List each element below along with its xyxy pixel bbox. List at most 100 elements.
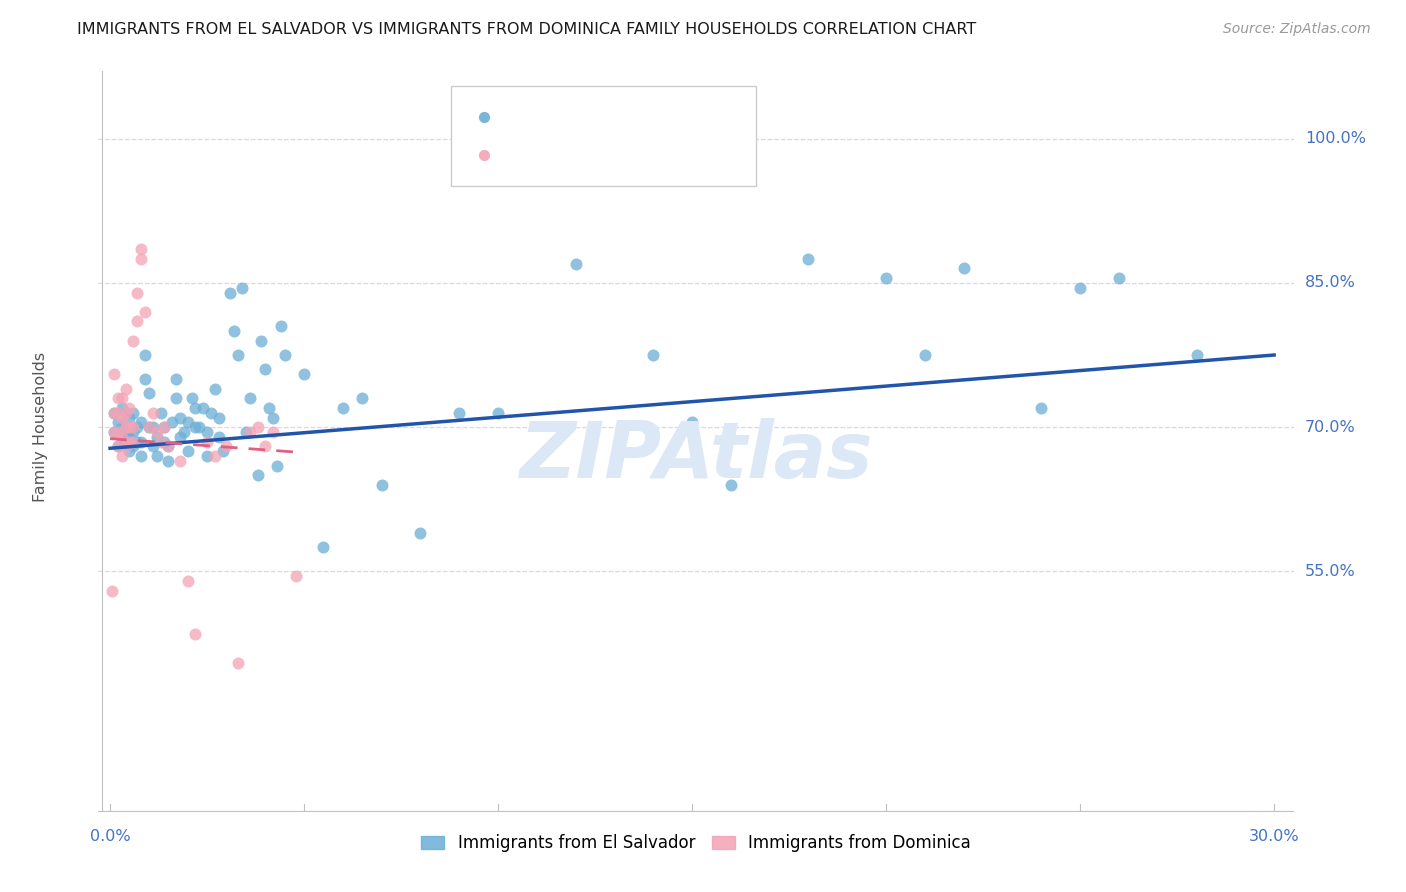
Point bbox=[184, 401, 207, 415]
Point bbox=[142, 439, 165, 453]
Point bbox=[129, 242, 152, 256]
Point bbox=[564, 257, 586, 271]
Point bbox=[118, 430, 141, 444]
Point bbox=[111, 430, 134, 444]
Point bbox=[176, 574, 198, 588]
Point bbox=[107, 439, 129, 453]
Point bbox=[118, 444, 141, 458]
Point bbox=[149, 406, 172, 420]
Point bbox=[153, 434, 176, 449]
Point bbox=[1069, 281, 1091, 295]
Point bbox=[165, 372, 187, 386]
Text: 100.0%: 100.0% bbox=[1305, 131, 1367, 146]
Point bbox=[114, 425, 136, 439]
Point bbox=[254, 439, 277, 453]
Point bbox=[153, 420, 176, 434]
Point bbox=[239, 391, 262, 405]
Point bbox=[114, 434, 136, 449]
Point bbox=[449, 406, 471, 420]
Point bbox=[118, 401, 141, 415]
Point bbox=[114, 420, 136, 434]
Text: 30.0%: 30.0% bbox=[1249, 829, 1299, 844]
Point bbox=[250, 334, 273, 348]
Point bbox=[270, 319, 292, 334]
Point bbox=[111, 391, 134, 405]
Point bbox=[103, 406, 125, 420]
Point bbox=[312, 541, 335, 555]
Point bbox=[107, 406, 129, 420]
Text: R =  0.007    N = 45: R = 0.007 N = 45 bbox=[510, 147, 688, 162]
Point bbox=[200, 406, 222, 420]
Point bbox=[122, 334, 145, 348]
Point bbox=[797, 252, 820, 266]
Point bbox=[111, 430, 134, 444]
Point bbox=[103, 425, 125, 439]
Point bbox=[195, 449, 218, 463]
Point bbox=[332, 401, 354, 415]
Point bbox=[157, 439, 180, 453]
Text: 70.0%: 70.0% bbox=[1305, 419, 1355, 434]
Point bbox=[138, 420, 160, 434]
Point bbox=[875, 271, 897, 285]
Point bbox=[127, 420, 149, 434]
Point bbox=[127, 285, 149, 300]
Text: IMMIGRANTS FROM EL SALVADOR VS IMMIGRANTS FROM DOMINICA FAMILY HOUSEHOLDS CORREL: IMMIGRANTS FROM EL SALVADOR VS IMMIGRANT… bbox=[77, 22, 977, 37]
Point bbox=[262, 410, 284, 425]
Point bbox=[118, 420, 141, 434]
Point bbox=[160, 415, 183, 429]
Point bbox=[285, 569, 308, 583]
Point bbox=[184, 420, 207, 434]
Point bbox=[122, 434, 145, 449]
Point bbox=[145, 430, 167, 444]
Text: Source: ZipAtlas.com: Source: ZipAtlas.com bbox=[1223, 22, 1371, 37]
Point bbox=[122, 425, 145, 439]
Point bbox=[103, 425, 125, 439]
Point bbox=[235, 425, 257, 439]
Point bbox=[169, 430, 191, 444]
Point bbox=[134, 304, 156, 318]
Point bbox=[273, 348, 295, 362]
Point bbox=[114, 406, 136, 420]
Point bbox=[118, 434, 141, 449]
FancyBboxPatch shape bbox=[451, 87, 756, 186]
Point bbox=[180, 391, 202, 405]
Point bbox=[226, 656, 249, 670]
Point bbox=[246, 468, 269, 483]
Point bbox=[246, 420, 269, 434]
Point bbox=[1031, 401, 1053, 415]
Point bbox=[122, 420, 145, 434]
Point bbox=[114, 406, 136, 420]
Point bbox=[215, 439, 238, 453]
Point bbox=[254, 362, 277, 376]
Point bbox=[142, 406, 165, 420]
Point bbox=[292, 368, 315, 382]
Point bbox=[129, 415, 152, 429]
Point bbox=[145, 425, 167, 439]
Point bbox=[103, 406, 125, 420]
Point bbox=[914, 348, 936, 362]
Point bbox=[486, 406, 509, 420]
Point bbox=[370, 478, 392, 492]
Point bbox=[219, 285, 242, 300]
Point bbox=[352, 391, 374, 405]
Point bbox=[114, 439, 136, 453]
Text: 85.0%: 85.0% bbox=[1305, 276, 1355, 291]
Point bbox=[101, 583, 124, 598]
Point bbox=[127, 314, 149, 328]
Point bbox=[262, 425, 284, 439]
Text: Family Households: Family Households bbox=[32, 352, 48, 502]
Point bbox=[157, 454, 180, 468]
Point bbox=[153, 420, 176, 434]
Point bbox=[138, 386, 160, 401]
Point bbox=[176, 415, 198, 429]
Point bbox=[122, 406, 145, 420]
Point bbox=[1185, 348, 1208, 362]
Point bbox=[204, 382, 226, 396]
Point bbox=[111, 449, 134, 463]
Point bbox=[952, 261, 974, 276]
Point bbox=[107, 439, 129, 453]
Point bbox=[266, 458, 288, 473]
Point bbox=[1353, 192, 1375, 206]
Point bbox=[134, 348, 156, 362]
Point bbox=[224, 324, 246, 338]
